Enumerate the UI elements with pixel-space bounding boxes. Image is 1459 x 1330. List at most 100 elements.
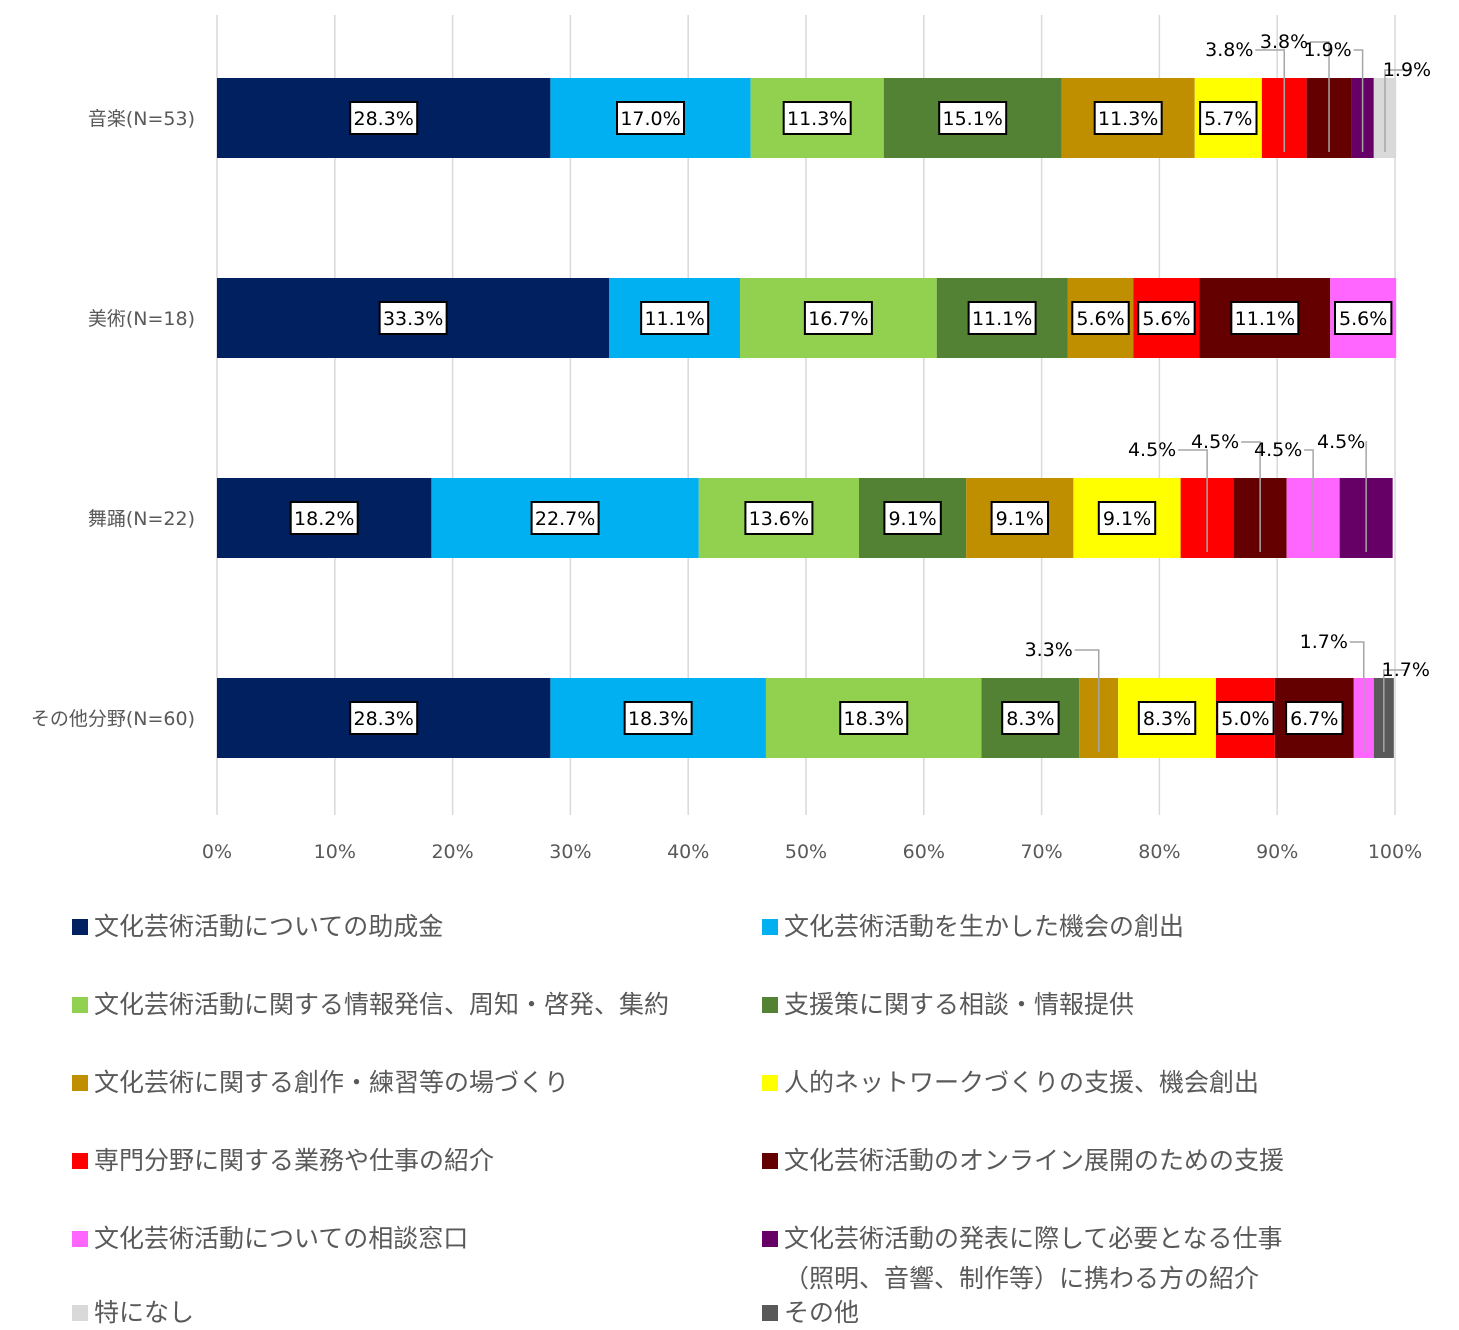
data-label: 28.3% <box>354 708 414 730</box>
leader-line <box>1241 441 1261 552</box>
data-label: 5.6% <box>1339 308 1387 330</box>
data-label: 13.6% <box>749 508 809 530</box>
data-label: 5.6% <box>1142 308 1190 330</box>
leader-line <box>1310 41 1330 152</box>
legend-label: 文化芸術活動を生かした機会の創出 <box>784 912 1185 941</box>
category-label: その他分野(N=60) <box>31 708 195 730</box>
legend-swatch <box>72 1305 88 1321</box>
data-label-box <box>782 101 852 135</box>
data-label: 5.0% <box>1221 708 1269 730</box>
x-tick-label: 20% <box>431 841 473 863</box>
data-label-outside: 1.7% <box>1300 631 1348 653</box>
legend-swatch <box>762 919 778 935</box>
data-label: 22.7% <box>535 508 595 530</box>
data-label-box <box>803 301 873 335</box>
leader-line <box>1304 449 1314 552</box>
legend-label: （照明、音響、制作等）に携わる方の紹介 <box>784 1264 1260 1293</box>
legend-swatch <box>72 1153 88 1169</box>
data-label-box <box>1071 301 1130 335</box>
data-label: 33.3% <box>383 308 443 330</box>
data-label-box <box>1001 701 1060 735</box>
legend-label: 文化芸術活動についての相談窓口 <box>94 1224 469 1253</box>
leader-line <box>1383 669 1406 752</box>
data-label: 11.1% <box>972 308 1032 330</box>
legend-label: 文化芸術活動の発表に際して必要となる仕事 <box>784 1224 1283 1253</box>
data-label: 9.1% <box>1103 508 1151 530</box>
data-label: 5.7% <box>1204 108 1252 130</box>
legend-swatch <box>72 1231 88 1247</box>
data-label-outside: 1.7% <box>1382 659 1430 681</box>
data-label-outside: 1.9% <box>1303 39 1351 61</box>
data-label-outside: 4.5% <box>1128 439 1176 461</box>
category-labels: 音楽(N=53) 美術(N=18) 舞踊(N=22) その他分野(N=60) <box>31 108 195 730</box>
data-label-box <box>623 701 693 735</box>
x-tick-label: 50% <box>785 841 827 863</box>
legend-swatch <box>72 997 88 1013</box>
data-label-box <box>1216 701 1275 735</box>
data-label-outside: 3.8% <box>1205 39 1253 61</box>
data-label: 28.3% <box>354 108 414 130</box>
category-label: 美術(N=18) <box>88 308 195 330</box>
data-label-box <box>1199 101 1258 135</box>
legend-swatch <box>72 919 88 935</box>
legend-swatch <box>762 1075 778 1091</box>
data-label-box <box>1285 701 1344 735</box>
x-tick-label: 30% <box>549 841 591 863</box>
leader-lines <box>1074 41 1407 752</box>
stacked-bar-chart: 28.3% 17.0% 11.3% 15.1% 11.3% 5.7%3.8% 3.8%1.9… <box>31 15 1431 863</box>
x-tick-label: 10% <box>314 841 356 863</box>
data-label: 18.3% <box>844 708 904 730</box>
data-label-box <box>1137 301 1196 335</box>
data-label-box <box>530 501 600 535</box>
legend-swatch <box>762 1305 778 1321</box>
category-label: 音楽(N=53) <box>88 108 195 130</box>
data-label: 11.3% <box>1098 108 1158 130</box>
x-axis-tick-labels: 0% 10% 20% 30% 40% 50% 60% 70% 80% 90% 100% <box>202 841 1422 863</box>
leader-line <box>1255 49 1286 152</box>
category-label: 舞踊(N=22) <box>88 508 195 530</box>
data-label-outside: 1.9% <box>1383 59 1431 81</box>
legend-label: 文化芸術に関する創作・練習等の場づくり <box>94 1068 570 1097</box>
legend-label: 文化芸術活動のオンライン展開のための支援 <box>784 1146 1285 1175</box>
legend-label: 人的ネットワークづくりの支援、機会創出 <box>784 1068 1260 1097</box>
legend-swatch <box>72 1075 88 1091</box>
data-label-outside: 3.3% <box>1025 639 1073 661</box>
data-label-outside: 3.8% <box>1260 31 1308 53</box>
x-tick-label: 0% <box>202 841 232 863</box>
x-tick-label: 80% <box>1138 841 1180 863</box>
legend-label: 文化芸術活動についての助成金 <box>94 912 444 941</box>
data-label-box <box>640 301 710 335</box>
data-label-box <box>349 701 419 735</box>
data-label-box <box>289 501 359 535</box>
data-label-box <box>839 701 909 735</box>
legend-label: 専門分野に関する業務や仕事の紹介 <box>94 1146 495 1175</box>
data-label: 9.1% <box>888 508 936 530</box>
data-label: 18.3% <box>628 708 688 730</box>
leader-line <box>1384 69 1407 152</box>
legend-swatch <box>762 1231 778 1247</box>
data-label-box <box>744 501 814 535</box>
x-tick-label: 60% <box>903 841 945 863</box>
legend-label: 支援策に関する相談・情報提供 <box>784 990 1135 1019</box>
data-label-box <box>616 101 686 135</box>
data-label-outside: 4.5% <box>1317 431 1365 453</box>
legend-swatch <box>762 1153 778 1169</box>
data-label: 16.7% <box>808 308 868 330</box>
leader-line <box>1353 49 1364 152</box>
data-label: 17.0% <box>620 108 680 130</box>
leader-line <box>1074 649 1100 752</box>
x-tick-label: 40% <box>667 841 709 863</box>
data-label-box <box>1093 101 1163 135</box>
data-label: 9.1% <box>996 508 1044 530</box>
data-label-box <box>883 501 942 535</box>
data-label-box <box>378 301 448 335</box>
data-label-outside: 4.5% <box>1191 431 1239 453</box>
data-label-box <box>1097 501 1157 535</box>
data-label: 6.7% <box>1290 708 1338 730</box>
data-label: 11.1% <box>644 308 704 330</box>
data-label: 11.3% <box>787 108 847 130</box>
leader-line <box>1349 641 1365 752</box>
legend-label: 文化芸術活動に関する情報発信、周知・啓発、集約 <box>94 990 670 1019</box>
legend-label: 特になし <box>94 1298 195 1327</box>
